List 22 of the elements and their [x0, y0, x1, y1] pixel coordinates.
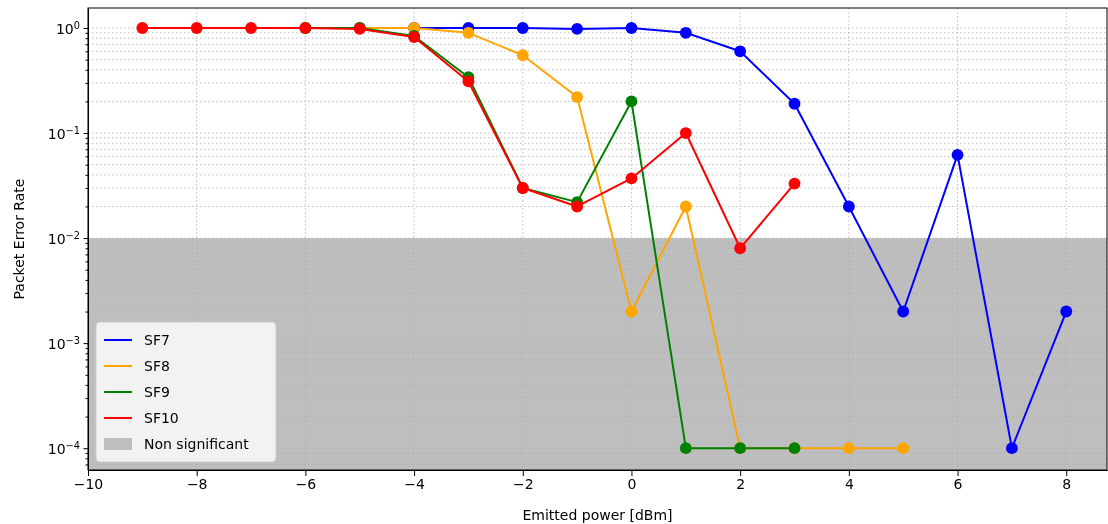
legend-label: SF9	[144, 384, 170, 400]
y-tick-label: 10$^{0}$	[55, 19, 80, 38]
y-tick-label: 10$^{−3}$	[47, 334, 80, 353]
x-tick-label: 4	[844, 475, 854, 492]
y-axis-title: Packet Error Rate	[11, 178, 27, 300]
x-tick-label: −8	[186, 475, 208, 492]
legend-label: SF8	[144, 358, 170, 374]
x-tick-label: −6	[295, 475, 317, 492]
x-tick-label: −2	[512, 475, 534, 492]
x-tick-label: 2	[736, 475, 746, 492]
band-label: Non significant	[144, 436, 250, 452]
y-tick-label: 10$^{−4}$	[47, 439, 80, 458]
legend-label: SF7	[144, 332, 170, 348]
legend-label: SF10	[144, 410, 179, 426]
x-axis-title: Emitted power [dBm]	[522, 507, 673, 523]
y-tick-label: 10$^{−1}$	[47, 124, 80, 143]
y-tick-label: 10$^{−2}$	[47, 229, 80, 248]
x-tick-label: 6	[953, 475, 963, 492]
x-tick-label: −10	[73, 475, 104, 492]
x-tick-label: 8	[1062, 475, 1072, 492]
x-tick-label: 0	[627, 475, 637, 492]
x-tick-label: −4	[404, 475, 425, 492]
